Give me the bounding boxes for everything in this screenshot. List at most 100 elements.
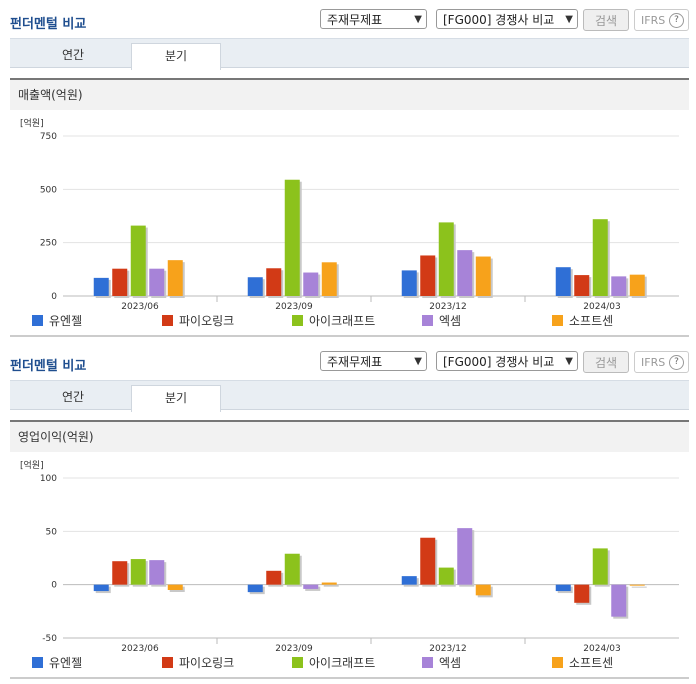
legend-label: 아이크래프트 bbox=[309, 314, 376, 328]
bar bbox=[438, 222, 454, 296]
panel-revenue: 펀더멘털 비교 주재무제표 ▼ [FG000] 경쟁사 비교 ▼ 검색 IFRS… bbox=[0, 0, 696, 337]
legend-item[interactable]: 엑셈 bbox=[422, 654, 461, 672]
legend-label: 소프트센 bbox=[569, 656, 614, 670]
tab-annual[interactable]: 연간 bbox=[61, 390, 85, 404]
bar bbox=[266, 268, 282, 296]
operating-profit-bar-chart: [억원] -50 0 50 100 2023/06 2023/09 2023/12 2024/0… bbox=[20, 459, 679, 654]
ifrs-label: IFRS bbox=[641, 356, 666, 369]
bar bbox=[149, 560, 165, 585]
bar bbox=[457, 250, 473, 296]
y-tick-label: 750 bbox=[40, 132, 57, 142]
chevron-down-icon: ▼ bbox=[414, 14, 422, 25]
y-tick-label: -50 bbox=[42, 634, 57, 644]
legend-swatch bbox=[162, 657, 173, 668]
bar bbox=[284, 553, 300, 585]
bar bbox=[303, 272, 319, 296]
bar bbox=[457, 528, 473, 585]
chevron-down-icon: ▼ bbox=[565, 14, 573, 25]
bar bbox=[592, 548, 608, 585]
panel-header: 펀더멘털 비교 주재무제표 ▼ [FG000] 경쟁사 비교 ▼ 검색 IFRS… bbox=[0, 342, 696, 378]
legend-item[interactable]: 소프트센 bbox=[552, 312, 613, 330]
bar bbox=[629, 584, 645, 586]
help-icon[interactable]: ? bbox=[669, 355, 684, 370]
bar bbox=[284, 179, 300, 296]
bar bbox=[167, 584, 183, 590]
bar bbox=[112, 561, 128, 585]
legend-item[interactable]: 파이오링크 bbox=[162, 654, 234, 672]
legend-item[interactable]: 아이크래프트 bbox=[292, 312, 375, 330]
bar bbox=[555, 267, 571, 296]
statement-select-value: 주재무제표 bbox=[327, 355, 383, 369]
panel-header: 펀더멘털 비교 주재무제표 ▼ [FG000] 경쟁사 비교 ▼ 검색 IFRS… bbox=[0, 0, 696, 36]
y-tick-label: 0 bbox=[51, 581, 57, 591]
bar bbox=[401, 270, 417, 296]
bar bbox=[247, 277, 263, 296]
bar bbox=[149, 268, 165, 296]
chevron-down-icon: ▼ bbox=[414, 356, 422, 367]
ifrs-button[interactable]: IFRS ? bbox=[634, 9, 689, 31]
bar bbox=[401, 576, 417, 585]
y-tick-label: 100 bbox=[40, 474, 57, 484]
legend-swatch bbox=[552, 657, 563, 668]
legend-item[interactable]: 유엔젤 bbox=[32, 312, 82, 330]
x-tick-label: 2024/03 bbox=[583, 302, 620, 312]
legend-swatch bbox=[292, 315, 303, 326]
legend-swatch bbox=[422, 657, 433, 668]
chart-subtitle: 영업이익(억원) bbox=[10, 420, 689, 452]
legend-item[interactable]: 엑셈 bbox=[422, 312, 461, 330]
legend-item[interactable]: 유엔젤 bbox=[32, 654, 82, 672]
compare-select-value: [FG000] 경쟁사 비교 bbox=[443, 355, 555, 369]
bar-shadow bbox=[631, 586, 647, 588]
legend-item[interactable]: 파이오링크 bbox=[162, 312, 234, 330]
compare-select[interactable]: [FG000] 경쟁사 비교 ▼ bbox=[436, 9, 578, 29]
ifrs-label: IFRS bbox=[641, 14, 666, 27]
statement-select-value: 주재무제표 bbox=[327, 13, 383, 27]
legend-swatch bbox=[32, 657, 43, 668]
legend-label: 파이오링크 bbox=[179, 656, 235, 670]
legend-label: 유엔젤 bbox=[49, 656, 83, 670]
bar bbox=[420, 537, 436, 585]
tab-quarterly[interactable]: 분기 bbox=[131, 43, 221, 70]
legend-label: 소프트센 bbox=[569, 314, 614, 328]
search-button[interactable]: 검색 bbox=[583, 9, 629, 31]
x-tick-label: 2023/12 bbox=[429, 302, 466, 312]
panel-operating-profit: 펀더멘털 비교 주재무제표 ▼ [FG000] 경쟁사 비교 ▼ 검색 IFRS… bbox=[0, 342, 696, 684]
legend-item[interactable]: 아이크래프트 bbox=[292, 654, 375, 672]
bar bbox=[438, 567, 454, 585]
bar bbox=[611, 276, 627, 296]
bar bbox=[167, 260, 183, 296]
chart-subtitle: 매출액(억원) bbox=[10, 78, 689, 110]
ifrs-button[interactable]: IFRS ? bbox=[634, 351, 689, 373]
legend-label: 엑셈 bbox=[439, 656, 462, 670]
x-tick-label: 2023/12 bbox=[429, 644, 466, 654]
x-tick-label: 2023/06 bbox=[121, 644, 159, 654]
help-icon[interactable]: ? bbox=[669, 13, 684, 28]
tab-annual[interactable]: 연간 bbox=[61, 48, 85, 62]
tab-quarterly[interactable]: 분기 bbox=[131, 385, 221, 412]
unit-label: [억원] bbox=[20, 459, 44, 471]
chart-legend: 유엔젤 파이오링크 아이크래프트 엑셈 소프트센 bbox=[10, 312, 689, 330]
statement-select[interactable]: 주재무제표 ▼ bbox=[320, 9, 427, 29]
divider bbox=[10, 335, 689, 337]
bar bbox=[93, 584, 109, 592]
legend-label: 파이오링크 bbox=[179, 314, 235, 328]
search-button[interactable]: 검색 bbox=[583, 351, 629, 373]
legend-item[interactable]: 소프트센 bbox=[552, 654, 613, 672]
bar bbox=[574, 584, 590, 603]
bar bbox=[611, 584, 627, 617]
panel-title: 펀더멘털 비교 bbox=[10, 17, 87, 32]
x-tick-label: 2023/09 bbox=[275, 302, 313, 312]
compare-select[interactable]: [FG000] 경쟁사 비교 ▼ bbox=[436, 351, 578, 371]
y-tick-label: 50 bbox=[46, 527, 58, 537]
bar bbox=[574, 275, 590, 296]
period-tabs: 연간 분기 bbox=[10, 38, 689, 70]
bar bbox=[555, 584, 571, 592]
legend-swatch bbox=[422, 315, 433, 326]
x-tick-label: 2024/03 bbox=[583, 644, 620, 654]
bar bbox=[475, 256, 491, 296]
unit-label: [억원] bbox=[20, 117, 44, 129]
revenue-bar-chart: [억원] 0 250 500 750 2023/06 2023/09 2023/12 2024/… bbox=[20, 117, 679, 312]
y-tick-label: 0 bbox=[51, 292, 57, 302]
y-tick-label: 250 bbox=[40, 239, 57, 249]
statement-select[interactable]: 주재무제표 ▼ bbox=[320, 351, 427, 371]
